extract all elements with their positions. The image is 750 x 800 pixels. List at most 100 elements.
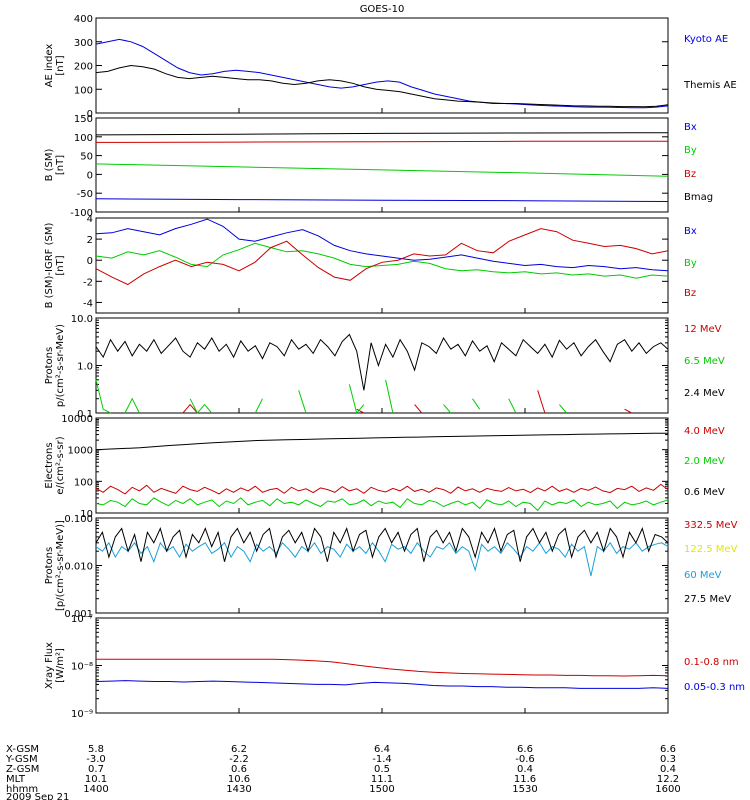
ytick-label: 400 <box>74 14 93 25</box>
y-axis-label: B (SM) <box>44 148 55 181</box>
panel-frame <box>95 417 669 514</box>
y-axis-label: [nT] <box>55 55 66 75</box>
legend-2-0-mev: 2.0 MeV <box>684 456 725 467</box>
legend-by: By <box>684 145 697 156</box>
legend-bx: Bx <box>684 226 697 237</box>
ytick-label: 10 <box>80 509 93 520</box>
xaxis-value: -1.4 <box>372 754 392 765</box>
series-line-6-5-mev <box>96 380 661 413</box>
series-line-kyoto-ae <box>95 38 669 109</box>
series-line-bx <box>95 218 669 272</box>
xaxis-value: -3.0 <box>86 754 106 765</box>
xaxis-value: 0.7 <box>88 764 104 775</box>
ytick-label: 1.0 <box>77 362 93 373</box>
y-axis-label: AE index <box>44 44 55 88</box>
y-axis-label: [p/(cm²-s-sr-MeV)] <box>55 520 66 611</box>
ytick-label: 100 <box>74 477 93 488</box>
legend-0-05-0-3-nm: 0.05-0.3 nm <box>684 682 745 693</box>
series-line-2-4-mev <box>95 333 669 391</box>
xaxis-value: 1400 <box>83 784 108 795</box>
xaxis-value: 1530 <box>512 784 537 795</box>
ytick-label: -50 <box>77 189 93 200</box>
ytick-label: 300 <box>74 38 93 49</box>
series-line-2-0-mev <box>95 497 669 512</box>
ytick-label: 4 <box>87 214 93 225</box>
series-line-12-mev <box>183 390 654 413</box>
ytick-label: 0.1 <box>77 409 93 420</box>
ytick-label: 10000 <box>61 414 93 425</box>
panel-0: 0 100 200 300 400 AE index [nT] Kyoto AE Themis … <box>44 14 737 120</box>
y-axis-label: Protons <box>44 547 55 584</box>
series-line-27-5-mev <box>95 527 669 562</box>
y-axis-label: [nT] <box>55 255 66 275</box>
ytick-label: 100 <box>74 133 93 144</box>
legend-2-4-mev: 2.4 MeV <box>684 388 725 399</box>
legend-bz: Bz <box>684 169 696 180</box>
series-line-bz <box>95 228 669 286</box>
panel-6: 10⁻⁹ 10⁻⁸ 10⁻⁷ Xray Flux [W/m²] 0.1-0.8 nm 0.0… <box>44 614 745 720</box>
xaxis-row-label: MLT <box>6 774 26 785</box>
legend-4-0-mev: 4.0 MeV <box>684 426 725 437</box>
series-line-themis-ae <box>95 64 669 108</box>
legend-0-1-0-8-nm: 0.1-0.8 nm <box>684 657 739 668</box>
ytick-label: 10⁻⁹ <box>71 709 93 720</box>
series-line-by <box>95 163 669 177</box>
panel-frame <box>95 117 669 213</box>
xaxis-value: 0.5 <box>374 764 390 775</box>
xaxis-value: 10.6 <box>228 774 250 785</box>
ytick-label: 100 <box>74 85 93 96</box>
xaxis-row-label: Y-GSM <box>5 754 38 765</box>
xaxis-value: 10.1 <box>85 774 107 785</box>
ytick-label: 10⁻⁸ <box>71 662 93 673</box>
legend-332-5-mev: 332.5 MeV <box>684 520 738 531</box>
xaxis-value: 11.6 <box>514 774 536 785</box>
legend-kyoto-ae: Kyoto AE <box>684 34 728 45</box>
ytick-label: 10.0 <box>71 314 93 325</box>
xaxis-value: 11.1 <box>371 774 393 785</box>
ytick-label: 2 <box>87 235 93 246</box>
panel-3: 0.1 1.0 10.0 Protons p/(cm²-s-sr-MeV) 12 MeV 6… <box>44 314 725 420</box>
ytick-label: -100 <box>70 208 93 219</box>
legend-122-5-mev: 122.5 MeV <box>684 544 738 555</box>
y-axis-label: Electrons <box>44 442 55 488</box>
series-line-0-1-0-8-nm <box>96 658 669 677</box>
panel-1: -100 -50 0 50 100 150 B (SM) [nT] Bx By Bz Bmag <box>44 114 713 219</box>
xaxis-value: 6.2 <box>231 744 247 755</box>
ytick-label: 200 <box>74 62 93 73</box>
xaxis-value: -2.2 <box>229 754 249 765</box>
y-axis-label: Protons <box>44 347 55 384</box>
ytick-label: -2 <box>83 277 93 288</box>
y-axis-label: [W/m²] <box>55 648 66 683</box>
ytick-label: -4 <box>83 298 93 309</box>
legend-themis-ae: Themis AE <box>683 80 737 91</box>
series-line-60-mev <box>95 541 669 577</box>
ytick-label: 0 <box>87 109 93 120</box>
y-axis-label: B (SM)-IGRF (SM) <box>44 223 55 309</box>
legend-bmag: Bmag <box>684 192 713 203</box>
xaxis-value: 12.2 <box>657 774 679 785</box>
panel-frame <box>95 17 669 114</box>
xaxis-value: 6.6 <box>660 744 676 755</box>
xaxis-value: 6.6 <box>517 744 533 755</box>
xaxis-value: 0.4 <box>517 764 533 775</box>
legend-bz: Bz <box>684 288 696 299</box>
ytick-label: 150 <box>74 114 93 125</box>
xaxis-value: 6.4 <box>374 744 390 755</box>
xaxis-value: 0.4 <box>660 764 676 775</box>
xaxis-value: 0.6 <box>231 764 247 775</box>
legend-bx: Bx <box>684 122 697 133</box>
ytick-label: 0.001 <box>64 609 93 620</box>
date-label: 2009 Sep 21 <box>6 792 69 800</box>
xaxis-value: -0.6 <box>515 754 535 765</box>
xaxis-value: 1600 <box>655 784 680 795</box>
legend-0-6-mev: 0.6 MeV <box>684 487 725 498</box>
legend-6-5-mev: 6.5 MeV <box>684 356 725 367</box>
series-line-0-6-mev <box>95 432 668 451</box>
ytick-label: 0 <box>87 170 93 181</box>
panel-4: 10 100 1000 10000 Electrons e/(cm²-s-sr) 4.0 M… <box>44 414 725 520</box>
ytick-label: 0.100 <box>64 514 93 525</box>
legend-27-5-mev: 27.5 MeV <box>684 594 731 605</box>
ytick-label: 50 <box>80 152 93 163</box>
ytick-label: 10⁻⁷ <box>71 614 93 625</box>
